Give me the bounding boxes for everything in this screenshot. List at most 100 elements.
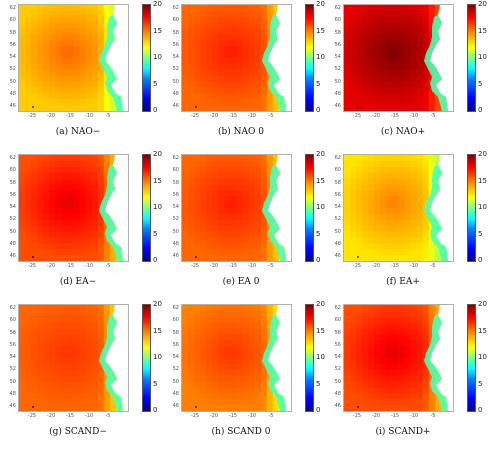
heat-cell [344, 352, 351, 359]
heat-cell [416, 213, 424, 221]
heat-cell [386, 10, 394, 18]
heat-cell [206, 46, 213, 53]
heat-cell [422, 381, 430, 389]
heat-cell [97, 63, 105, 71]
heat-cell [260, 340, 268, 347]
heat-cell [61, 375, 69, 383]
heat-cell [350, 105, 357, 111]
heat-cell [61, 160, 69, 168]
heat-cell [218, 52, 225, 59]
heat-cell [37, 172, 44, 180]
heat-cell [194, 225, 201, 233]
heat-cell [67, 316, 75, 324]
heatmap-plot [18, 304, 129, 412]
heat-cell [344, 387, 351, 394]
heat-cell [224, 196, 232, 203]
heat-cell [368, 81, 375, 89]
heat-cell [91, 105, 99, 111]
colorbar-tick-label: 20 [153, 150, 162, 158]
heat-cell [188, 16, 195, 24]
heat-cell [43, 10, 50, 18]
heat-cell [260, 178, 268, 186]
heat-cell [350, 243, 357, 250]
heat-cell [218, 58, 225, 65]
heat-cell [398, 231, 406, 239]
heat-cell [344, 16, 351, 24]
heat-cell [386, 172, 394, 180]
heat-cell [374, 231, 381, 239]
heat-cell [79, 225, 87, 233]
heat-cell [67, 155, 75, 162]
colorbar-tick-label: 20 [478, 150, 487, 158]
colorbar [467, 154, 476, 262]
heat-cell [248, 340, 256, 347]
heat-cell [103, 316, 111, 324]
heat-cell [188, 5, 195, 12]
heat-cell [404, 28, 412, 36]
heat-cell [224, 34, 232, 41]
heat-cell [218, 249, 225, 256]
heat-cell [416, 34, 424, 41]
heat-cell [398, 58, 406, 65]
heat-cell [362, 358, 369, 365]
heat-cell [392, 166, 400, 174]
heat-cell [25, 363, 32, 371]
heat-cell [67, 22, 75, 30]
heat-cell [37, 358, 44, 365]
heat-cell [242, 202, 250, 209]
heat-cell [91, 16, 99, 24]
heat-cell [248, 249, 256, 256]
heat-cell [422, 34, 430, 41]
lon-tick-label: -5 [105, 263, 111, 269]
heat-cell [416, 184, 424, 191]
heat-cell [73, 369, 81, 377]
land-mask [430, 155, 453, 261]
heat-cell [109, 105, 117, 111]
heat-cell [43, 243, 50, 250]
lat-tick-label: 54 [9, 54, 16, 60]
heat-cell [43, 178, 50, 186]
heat-cell [188, 46, 195, 53]
heat-cell [266, 405, 274, 411]
heat-cell [37, 75, 44, 83]
heat-cell [37, 305, 44, 312]
heat-cell [368, 63, 375, 71]
heat-cell [398, 34, 406, 41]
heat-cell [91, 393, 99, 400]
lat-tick-label: 54 [334, 54, 341, 60]
heat-cell [31, 346, 38, 353]
heat-cell [350, 22, 357, 30]
heat-cell [212, 10, 219, 18]
heat-cell [212, 34, 219, 41]
heat-cell [242, 34, 250, 41]
heat-cell [19, 243, 26, 250]
heat-cell [97, 166, 105, 174]
heat-cell [428, 405, 436, 411]
heat-cell [200, 81, 207, 89]
heat-cell [368, 381, 375, 389]
colorbar-tick-label: 0 [316, 106, 321, 114]
heat-cell [79, 69, 87, 77]
heat-cell [67, 178, 75, 186]
heat-cell [260, 40, 268, 47]
lon-tick-label: -25 [190, 263, 200, 269]
heat-cell [103, 305, 111, 312]
colorbar-tick-label: 20 [478, 0, 487, 8]
heat-cell [43, 352, 50, 359]
heat-cell [212, 52, 219, 59]
heat-cell [37, 219, 44, 227]
heat-cell [194, 28, 201, 36]
heat-cell [350, 352, 357, 359]
heat-cell [236, 363, 244, 371]
heat-cell [194, 399, 201, 406]
heat-cell [416, 28, 424, 36]
heat-cell [236, 346, 244, 353]
heat-cell [230, 16, 238, 24]
heat-cell [19, 105, 26, 111]
heat-cell [422, 87, 430, 94]
heat-cell [260, 22, 268, 30]
heat-cell [344, 202, 351, 209]
station-marker [32, 406, 34, 408]
heat-cell [67, 363, 75, 371]
heat-cell [356, 75, 363, 83]
